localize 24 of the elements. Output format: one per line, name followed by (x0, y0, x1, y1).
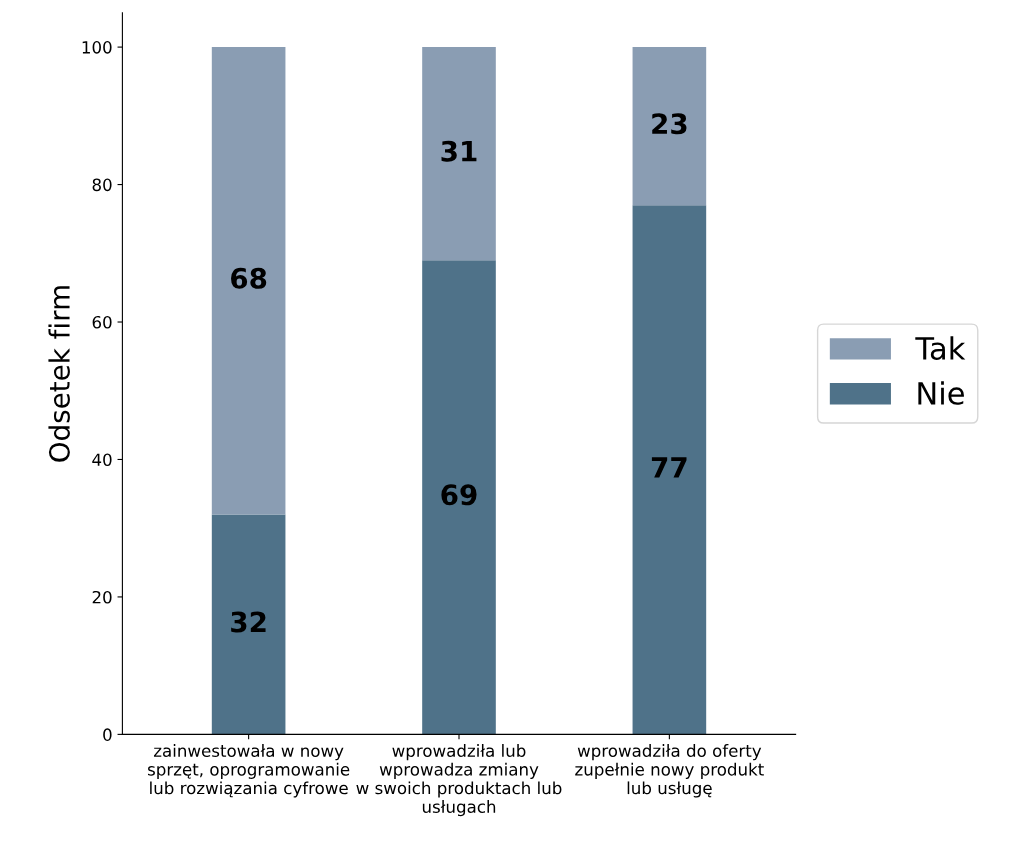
y-tick-label: 40 (92, 453, 112, 467)
data-label: 77 (651, 457, 687, 478)
y-tick-label: 100 (82, 41, 112, 54)
y-tick-label: 60 (92, 315, 112, 329)
bar (632, 205, 707, 735)
y-axis-title: Odsetek firm (48, 286, 70, 462)
data-label: 68 (231, 267, 267, 289)
y-tick-label: 0 (103, 728, 112, 741)
y-tick-label: 20 (92, 590, 112, 604)
legend-label: Tak (915, 336, 966, 360)
y-tick-label: 80 (92, 178, 112, 192)
data-label: 31 (441, 140, 477, 162)
bar (632, 47, 707, 206)
bar (211, 514, 286, 735)
data-label: 23 (652, 113, 687, 135)
x-tick-label: zainwestowała w nowy sprzęt, oprogramowanie lub rozwiązania cyfrowe (147, 744, 350, 798)
x-tick-label: wprowadziła do oferty zupełnie nowy produkt lub usługę (575, 744, 764, 798)
bar (211, 47, 286, 515)
bar (422, 260, 496, 735)
data-label: 69 (441, 484, 477, 506)
x-tick-label: wprowadziła lub wprowadza zmiany w swoich produktach lub usługach (356, 744, 562, 817)
bar (422, 47, 496, 261)
legend-label: Nie (918, 381, 964, 405)
data-label: 32 (231, 611, 266, 633)
